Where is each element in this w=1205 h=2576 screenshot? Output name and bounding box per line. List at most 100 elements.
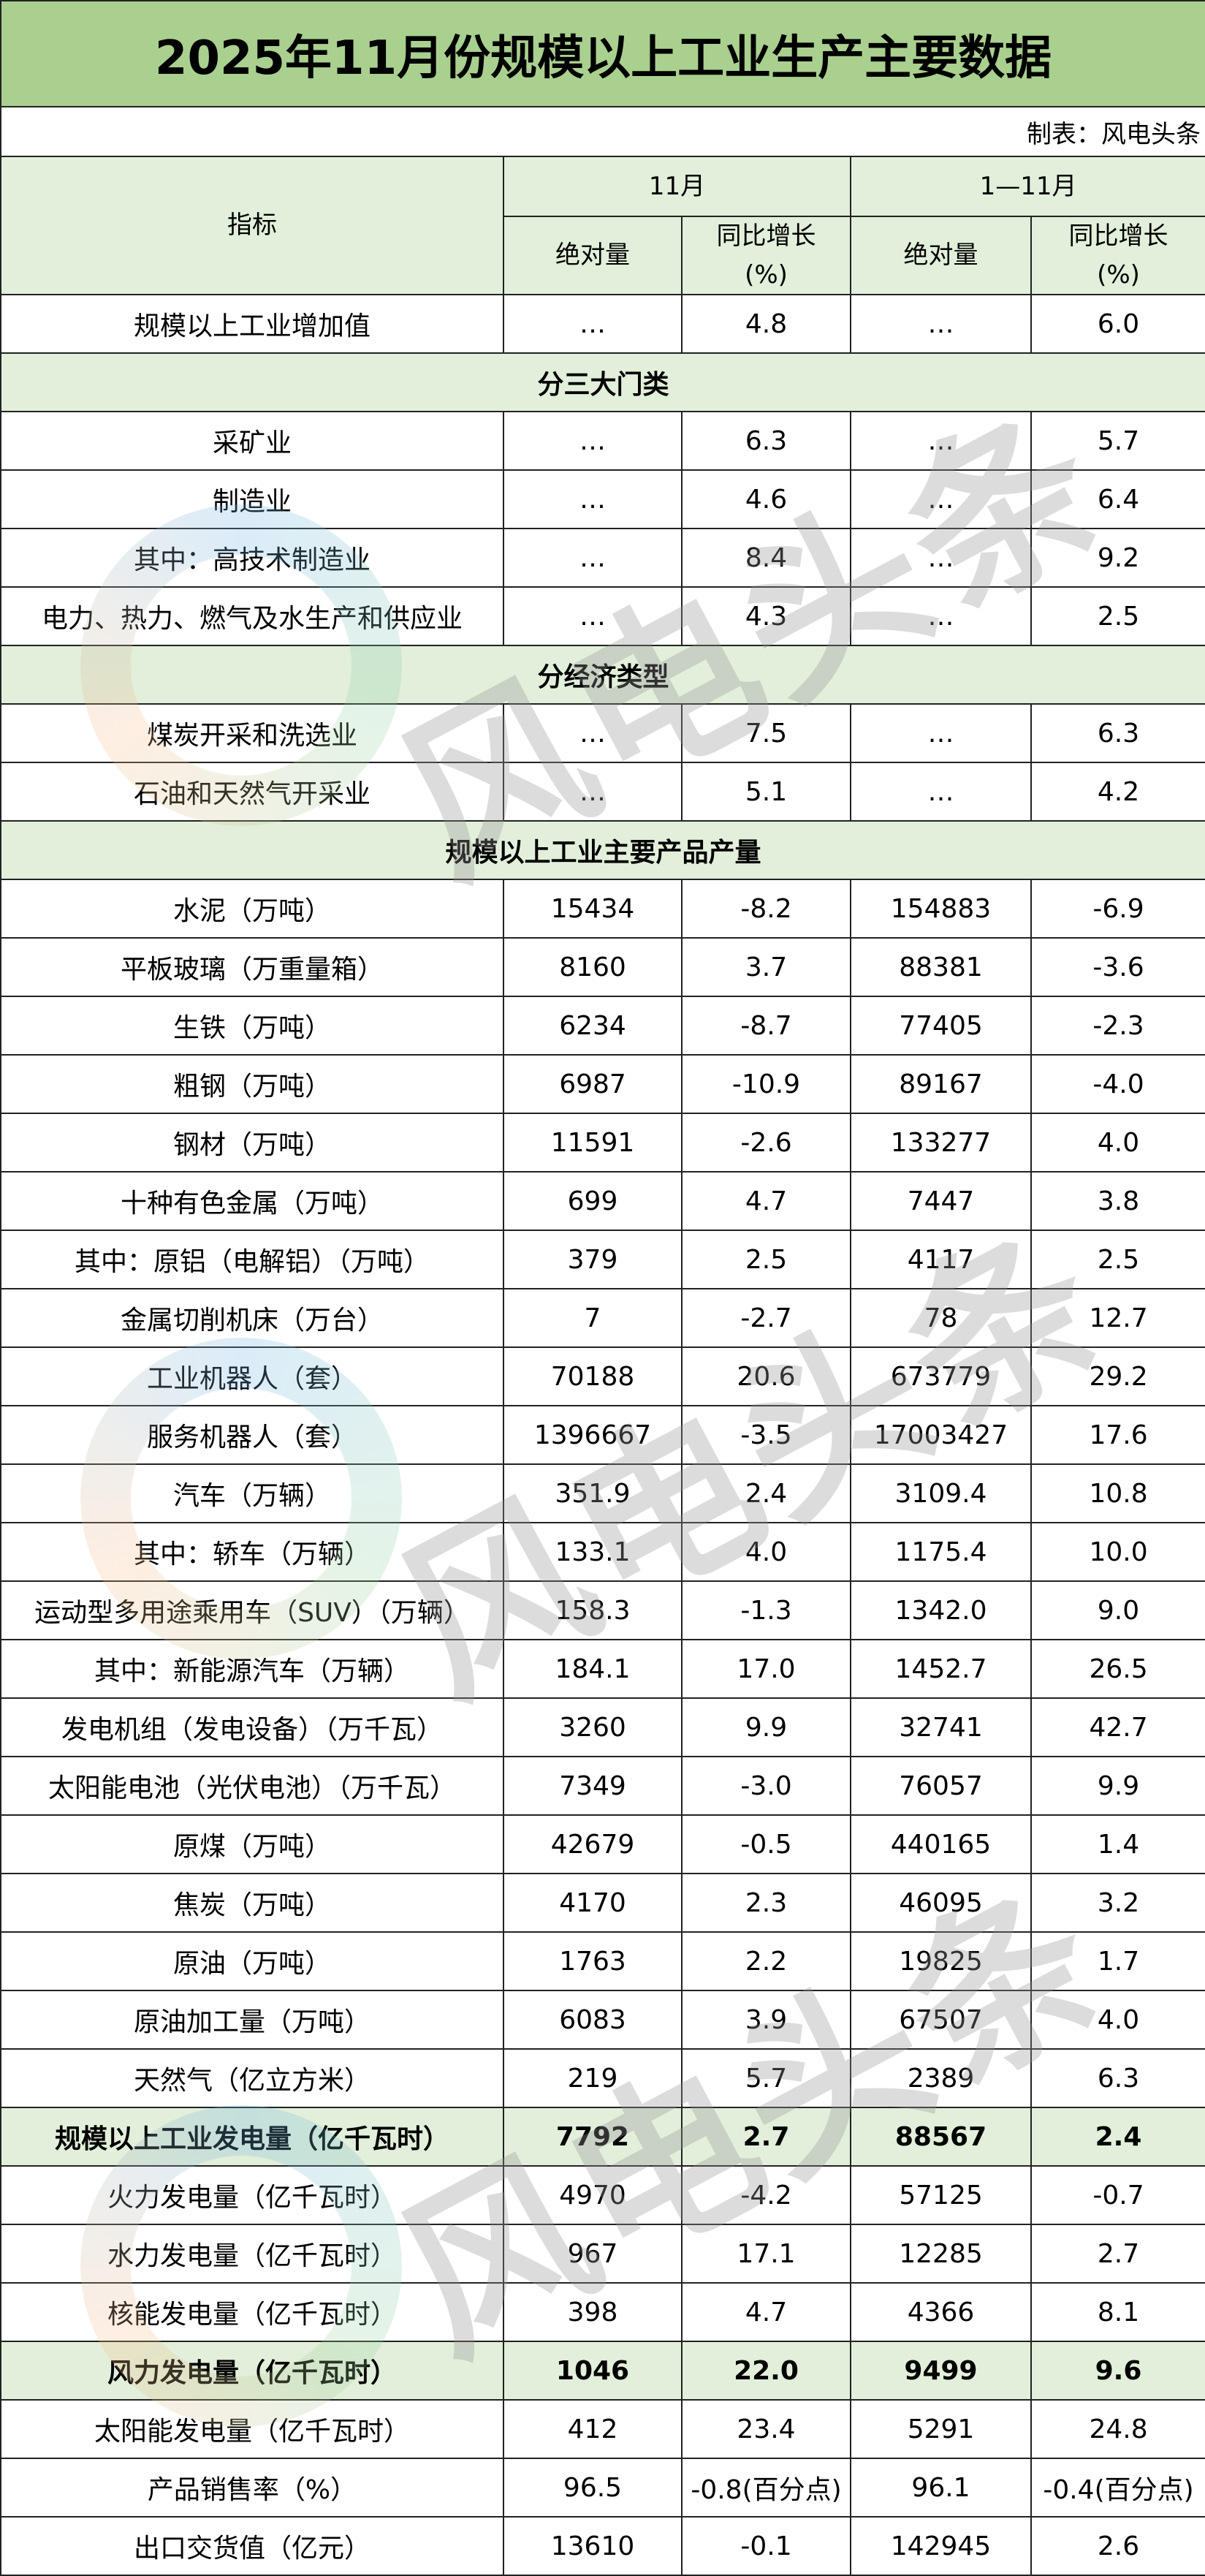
table-row: 服务机器人（套） 1396667 -3.5 17003427 17.6 [0,1405,1205,1466]
ytd-absolute-cell: 673779 [850,1346,1032,1407]
table-row: 规模以上工业发电量（亿千瓦时） 7792 2.7 88567 2.4 [0,2107,1205,2167]
nov-yoy-cell: 2.7 [681,2107,851,2167]
ytd-absolute-cell: 88567 [850,2107,1032,2167]
nov-yoy-cell: 5.1 [681,762,851,822]
ytd-yoy-cell: 4.2 [1030,762,1205,822]
ytd-absolute-cell: 1452.7 [850,1639,1032,1700]
nov-yoy-cell: 17.1 [681,2224,851,2284]
nov-yoy-cell: 5.7 [681,2048,851,2109]
table-row: 水力发电量（亿千瓦时） 967 17.1 12285 2.7 [0,2224,1205,2284]
nov-absolute-cell: 7792 [503,2107,683,2167]
nov-yoy-cell: 2.2 [681,1931,851,1992]
ytd-absolute-cell: 2389 [850,2048,1032,2109]
nov-yoy-cell: -0.5 [681,1814,851,1875]
table-row: 原煤（万吨） 42679 -0.5 440165 1.4 [0,1814,1205,1875]
ytd-yoy-cell: -0.4(百分点) [1030,2458,1205,2518]
ytd-yoy-cell: 9.9 [1030,1756,1205,1817]
ytd-absolute-cell: 88381 [850,937,1032,998]
nov-yoy-cell: 8.4 [681,528,851,588]
ytd-absolute-cell: 7447 [850,1171,1032,1232]
ytd-yoy-cell: 2.5 [1030,1230,1205,1290]
nov-absolute-cell: 70188 [503,1346,683,1407]
nov-yoy-cell: 22.0 [681,2341,851,2401]
indicator-name: 水泥（万吨） [0,879,504,939]
ytd-yoy-cell: 9.0 [1030,1580,1205,1641]
ytd-absolute-cell: 32741 [850,1697,1032,1758]
ytd-yoy-cell: 26.5 [1030,1639,1205,1700]
nov-absolute-cell: 398 [503,2282,683,2343]
indicator-name: 制造业 [0,469,504,530]
section-row: 规模以上工业主要产品产量 [0,820,1205,881]
table-row: 粗钢（万吨） 6987 -10.9 89167 -4.0 [0,1054,1205,1115]
nov-absolute-cell: … [503,762,683,822]
nov-absolute-cell: … [503,703,683,764]
nov-yoy-cell: -2.6 [681,1113,851,1173]
ytd-absolute-cell: 4117 [850,1230,1032,1290]
nov-absolute-cell: 351.9 [503,1463,683,1524]
nov-yoy-cell: -0.8(百分点) [681,2458,851,2518]
ytd-yoy-cell: 1.4 [1030,1814,1205,1875]
ytd-absolute-cell: 46095 [850,1873,1032,1933]
table-row: 水泥（万吨） 15434 -8.2 154883 -6.9 [0,879,1205,939]
table-row: 其中：高技术制造业… 8.4… 9.2 [0,528,1205,588]
ytd-yoy-cell: 1.7 [1030,1931,1205,1992]
indicator-name: 服务机器人（套） [0,1405,504,1466]
ytd-absolute-cell: 78 [850,1288,1032,1349]
nov-absolute-cell: 11591 [503,1113,683,1173]
section-title: 分三大门类 [0,352,1205,413]
ytd-absolute-cell: 4366 [850,2282,1032,2343]
table-row: 生铁（万吨） 6234 -8.7 77405 -2.3 [0,996,1205,1056]
ytd-absolute-cell: 57125 [850,2165,1032,2226]
nov-absolute-cell: 6234 [503,996,683,1056]
indicator-name: 其中：高技术制造业 [0,528,504,588]
indicator-name: 汽车（万辆） [0,1463,504,1524]
ytd-yoy-cell: 3.2 [1030,1873,1205,1933]
ytd-yoy-cell: 4.0 [1030,1990,1205,2050]
nov-yoy-cell: 23.4 [681,2399,851,2460]
section-row: 分三大门类 [0,352,1205,413]
table-row: 运动型多用途乘用车（SUV）（万辆） 158.3 -1.3 1342.0 9.0 [0,1580,1205,1641]
indicator-name: 原油加工量（万吨） [0,1990,504,2050]
ytd-absolute-cell: 1175.4 [850,1522,1032,1583]
nov-yoy-cell: -4.2 [681,2165,851,2226]
ytd-absolute-cell: … [850,703,1032,764]
ytd-yoy-cell: 3.8 [1030,1171,1205,1232]
ytd-yoy-cell: 6.4 [1030,469,1205,530]
indicator-name: 产品销售率（%） [0,2458,504,2518]
table-row: 电力、热力、燃气及水生产和供应业… 4.3… 2.5 [0,586,1205,647]
ytd-absolute-cell: 142945 [850,2516,1032,2576]
indicator-name: 金属切削机床（万台） [0,1288,504,1349]
ytd-absolute-cell: … [850,528,1032,588]
nov-absolute-cell: 379 [503,1230,683,1290]
indicator-name: 粗钢（万吨） [0,1054,504,1115]
nov-yoy-cell: 20.6 [681,1346,851,1407]
nov-yoy-cell: 3.9 [681,1990,851,2050]
ytd-absolute-cell: 17003427 [850,1405,1032,1466]
ytd-absolute-cell: 3109.4 [850,1463,1032,1524]
nov-yoy-cell: -8.2 [681,879,851,939]
nov-absolute-cell: 158.3 [503,1580,683,1641]
indicator-name: 水力发电量（亿千瓦时） [0,2224,504,2284]
nov-yoy-cell: 4.8 [681,294,851,355]
indicator-name: 发电机组（发电设备）（万千瓦） [0,1697,504,1758]
ytd-absolute-cell: 5291 [850,2399,1032,2460]
nov-absolute-cell: 7349 [503,1756,683,1817]
section-title: 规模以上工业主要产品产量 [0,820,1205,881]
ytd-yoy-cell: 2.5 [1030,586,1205,647]
ytd-absolute-cell: … [850,294,1032,355]
ytd-absolute-cell: 12285 [850,2224,1032,2284]
nov-yoy-cell: 4.3 [681,586,851,647]
indicator-name: 火力发电量（亿千瓦时） [0,2165,504,2226]
table-row: 金属切削机床（万台） 7 -2.7 78 12.7 [0,1288,1205,1349]
indicator-name: 其中：原铝（电解铝）（万吨） [0,1230,504,1290]
header-yoy-2: 同比增长 (%) [1030,215,1205,296]
nov-yoy-cell: 4.7 [681,2282,851,2343]
table-row: 发电机组（发电设备）（万千瓦） 3260 9.9 32741 42.7 [0,1697,1205,1758]
ytd-yoy-cell: 9.6 [1030,2341,1205,2401]
section-row: 分经济类型 [0,645,1205,705]
ytd-absolute-cell: 9499 [850,2341,1032,2401]
credit-label: 制表：风电头条 [0,106,1205,157]
ytd-yoy-cell: 29.2 [1030,1346,1205,1407]
table-row: 制造业… 4.6… 6.4 [0,469,1205,530]
table-row: 其中：原铝（电解铝）（万吨） 379 2.5 4117 2.5 [0,1230,1205,1290]
